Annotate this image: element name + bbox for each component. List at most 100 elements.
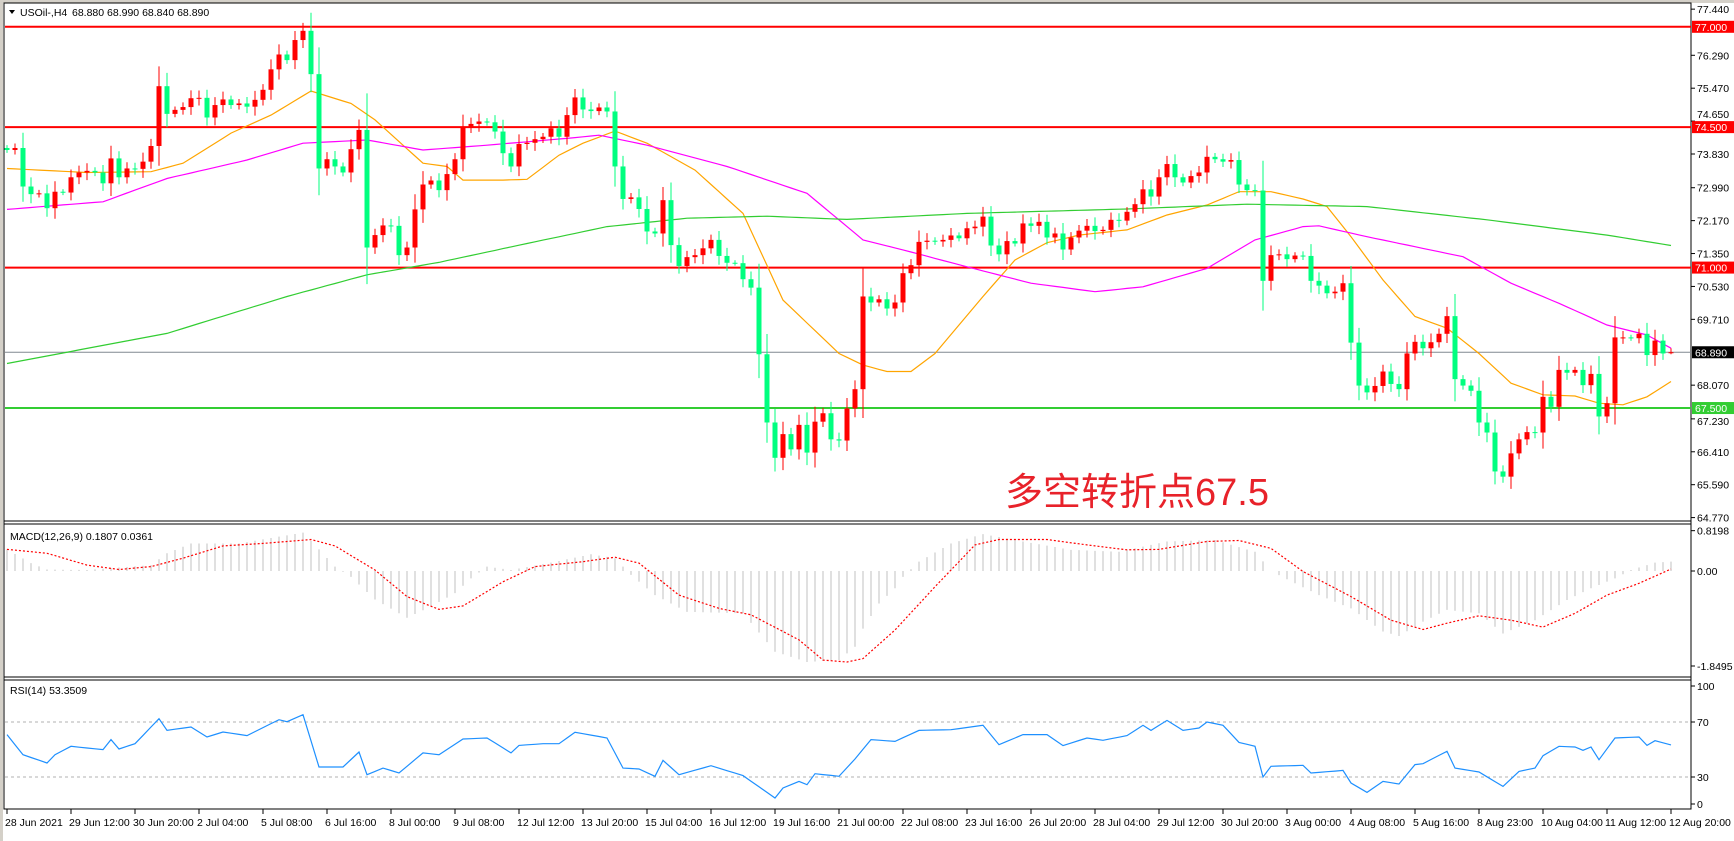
candle-body	[220, 99, 226, 106]
moving-average-line	[6, 90, 1672, 406]
price-panel[interactable]	[4, 12, 1692, 489]
candle	[1228, 153, 1234, 169]
candle	[348, 139, 354, 183]
candle	[460, 114, 466, 172]
candle-body	[292, 40, 298, 61]
candle-body	[556, 128, 562, 137]
candle	[388, 218, 394, 233]
candle	[156, 66, 162, 166]
candle	[1196, 165, 1202, 183]
candle	[1188, 170, 1194, 189]
candle	[1180, 173, 1186, 187]
candle	[716, 231, 722, 265]
price-level-label: 71.000	[1695, 263, 1727, 275]
candle	[1540, 380, 1546, 449]
candle	[1588, 365, 1594, 394]
candle-body	[284, 54, 290, 61]
candle-body	[740, 263, 746, 280]
candle-body	[172, 109, 178, 114]
candle	[1076, 224, 1082, 244]
moving-average-line	[6, 203, 1672, 365]
candle-body	[1292, 255, 1298, 260]
time-tick-label: 5 Aug 16:00	[1413, 817, 1469, 829]
candle-body	[780, 434, 786, 458]
candle	[20, 132, 26, 202]
candle-body	[1316, 280, 1322, 286]
candle-body	[148, 145, 154, 162]
candle	[1532, 426, 1538, 439]
candle-body	[1428, 342, 1434, 349]
candle	[492, 115, 498, 139]
candle-body	[404, 247, 410, 256]
time-tick-label: 9 Jul 08:00	[453, 817, 505, 829]
candle	[1116, 213, 1122, 228]
candle	[780, 421, 786, 471]
macd-tick-label: 0.8198	[1697, 526, 1729, 538]
candle-body	[796, 424, 802, 450]
candle	[1204, 145, 1210, 184]
price-level-badge	[1692, 20, 1734, 33]
candle-body	[1476, 390, 1482, 423]
candle-body	[1580, 369, 1586, 386]
candle-body	[940, 239, 946, 242]
candle-body	[1460, 379, 1466, 386]
macd-panel[interactable]	[6, 532, 1672, 663]
time-tick-label: 28 Jun 2021	[5, 817, 63, 829]
candle	[1596, 356, 1602, 435]
candle-body	[1380, 371, 1386, 386]
time-tick-label: 4 Aug 08:00	[1349, 817, 1405, 829]
candle	[852, 380, 858, 418]
candle-body	[4, 147, 10, 150]
candle	[364, 93, 370, 285]
candle-body	[1188, 176, 1194, 183]
candle	[204, 89, 210, 126]
candle	[196, 90, 202, 106]
candle	[788, 427, 794, 456]
candle	[316, 47, 322, 196]
candle	[1476, 377, 1482, 437]
candle	[516, 134, 522, 177]
candle-body	[372, 235, 378, 248]
candle-body	[1260, 190, 1266, 281]
candle-body	[956, 235, 962, 239]
candle	[1012, 238, 1018, 247]
candle	[1572, 366, 1578, 376]
candle-body	[1348, 283, 1354, 343]
candle-body	[716, 239, 722, 256]
candle-body	[1564, 369, 1570, 373]
candle	[1052, 227, 1058, 244]
price-axis[interactable]: 77.440 76.290 75.470 74.650 73.830 72.990 72.1…	[1691, 4, 1734, 811]
candle	[1140, 179, 1146, 214]
triangle-down-icon[interactable]	[9, 10, 15, 14]
candle-body	[1444, 316, 1450, 334]
candle-body	[1484, 422, 1490, 433]
candle	[92, 167, 98, 177]
rsi-panel[interactable]	[5, 713, 1691, 799]
time-axis[interactable]: 28 Jun 2021 29 Jun 12:00 30 Jun 20:00 2 Jul…	[5, 809, 1731, 829]
candle-body	[1492, 432, 1498, 472]
candle-body	[228, 99, 234, 106]
candle-body	[460, 126, 466, 160]
candle-body	[1300, 255, 1306, 257]
candle	[180, 102, 186, 115]
candle-body	[36, 193, 42, 195]
candle	[860, 267, 866, 418]
price-tick-label: 65.590	[1697, 480, 1729, 492]
candle-body	[1540, 396, 1546, 433]
candle-body	[692, 255, 698, 258]
candle-body	[1436, 333, 1442, 343]
candle-body	[1028, 223, 1034, 226]
candle-body	[12, 147, 18, 150]
candle	[308, 12, 314, 93]
candle	[1348, 265, 1354, 360]
price-tick-label: 69.710	[1697, 314, 1729, 326]
candle	[324, 152, 330, 176]
candle-body	[1068, 237, 1074, 250]
candle	[1460, 375, 1466, 390]
candle-body	[1156, 177, 1162, 197]
candle	[636, 188, 642, 218]
candle	[836, 432, 842, 448]
candle-body	[980, 216, 986, 227]
time-tick-label: 28 Jul 04:00	[1093, 817, 1150, 829]
time-tick-label: 16 Jul 12:00	[709, 817, 766, 829]
